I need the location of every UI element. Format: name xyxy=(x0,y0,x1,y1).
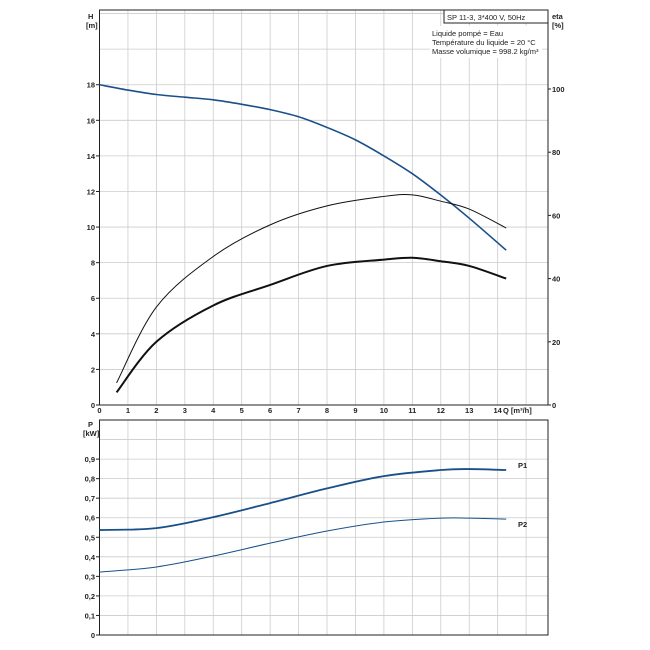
y-axis-label: H xyxy=(88,12,93,21)
x-tick-label: 2 xyxy=(154,406,158,415)
y2-axis-unit: [%] xyxy=(552,21,564,30)
x-tick-label: 3 xyxy=(183,406,187,415)
series-line-H xyxy=(99,83,507,251)
p-axis-unit: [kW] xyxy=(83,429,100,438)
title-box: SP 11-3, 3*400 V, 50Hz xyxy=(443,9,549,24)
p-tick-label: 0,8 xyxy=(85,475,95,484)
series-line-P2 xyxy=(99,517,507,573)
x-tick-label: 13 xyxy=(465,406,473,415)
y2-axis-label: eta xyxy=(552,12,564,21)
y-tick-label: 10 xyxy=(87,223,95,232)
y-tick-label: 14 xyxy=(87,152,96,161)
p-tick-label: 0,7 xyxy=(85,494,95,503)
x-tick-label: 7 xyxy=(296,406,300,415)
x-tick-label: 10 xyxy=(380,406,388,415)
x-tick-label: 12 xyxy=(437,406,445,415)
y-tick-label: 16 xyxy=(87,116,95,125)
y2-tick-label: 80 xyxy=(552,148,560,157)
p-tick-label: 0,9 xyxy=(85,455,95,464)
y-tick-label: 2 xyxy=(91,365,95,374)
y-tick-label: 0 xyxy=(91,401,95,410)
p-axis-label: P xyxy=(88,420,93,429)
y2-tick-label: 20 xyxy=(552,338,560,347)
x-tick-label: 5 xyxy=(240,406,244,415)
series-line-P1 xyxy=(99,468,507,531)
annotation-liquid: Liquide pompé = Eau xyxy=(432,29,503,38)
y-tick-label: 6 xyxy=(91,294,95,303)
x-tick-label: 1 xyxy=(126,406,130,415)
y2-tick-label: 40 xyxy=(552,275,560,284)
bottom-plot-frame xyxy=(99,419,549,636)
annotation-density: Masse volumique = 998.2 kg/m³ xyxy=(432,47,539,56)
annotation-temperature: Température du liquide = 20 °C xyxy=(432,38,536,47)
p-tick-label: 0,6 xyxy=(85,514,95,523)
y-tick-label: 12 xyxy=(87,187,95,196)
p-tick-label: 0,5 xyxy=(85,533,95,542)
p-tick-label: 0,2 xyxy=(85,592,95,601)
y2-tick-label: 100 xyxy=(552,85,565,94)
p-tick-label: 0,1 xyxy=(85,611,95,620)
series-line-eta-curve-1 xyxy=(116,194,507,384)
chart-title: SP 11-3, 3*400 V, 50Hz xyxy=(447,13,526,22)
top-plot-frame xyxy=(99,9,549,406)
x-tick-label: 11 xyxy=(408,406,416,415)
y2-tick-label: 60 xyxy=(552,211,560,220)
x-axis-label: Q [m³/h] xyxy=(503,406,532,415)
x-tick-label: 4 xyxy=(211,406,216,415)
y2-tick-label: 0 xyxy=(552,401,556,410)
p-tick-label: 0 xyxy=(91,631,95,640)
y-axis-unit: [m] xyxy=(86,21,98,30)
p-tick-label: 0,3 xyxy=(85,572,95,581)
series-line-eta-curve-2 xyxy=(115,256,507,393)
x-tick-label: 14 xyxy=(493,406,502,415)
y-tick-label: 8 xyxy=(91,259,95,268)
y-tick-label: 4 xyxy=(91,330,96,339)
x-tick-label: 0 xyxy=(97,406,101,415)
y-tick-label: 18 xyxy=(87,81,95,90)
x-tick-label: 8 xyxy=(325,406,329,415)
x-tick-label: 9 xyxy=(353,406,357,415)
p-tick-label: 0,4 xyxy=(85,553,96,562)
x-tick-label: 6 xyxy=(268,406,272,415)
legend-p1: P1 xyxy=(518,461,527,470)
legend-p2: P2 xyxy=(518,520,527,529)
